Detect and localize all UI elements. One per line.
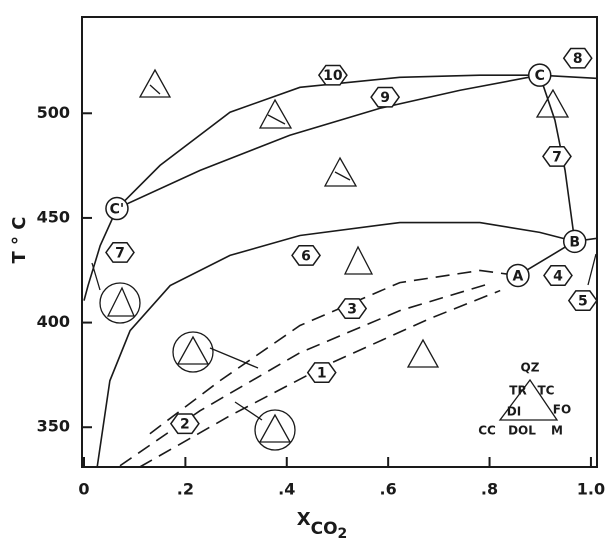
x-tick-label: 0: [78, 480, 89, 499]
x-axis-label: XCO2: [297, 509, 348, 542]
region-label: 7: [115, 245, 125, 261]
point-label: A: [513, 268, 524, 284]
x-label-subsub: 2: [338, 526, 348, 542]
phase-boundary: [117, 75, 540, 208]
x-label-sub: CO: [311, 519, 338, 539]
inset-label: M: [551, 424, 563, 438]
y-axis-label: T ° C: [9, 216, 30, 263]
inset-label: DI: [507, 405, 521, 419]
point-label: C: [535, 68, 545, 84]
inset-label: FO: [553, 403, 571, 417]
point-label: C': [110, 202, 125, 218]
region-label: 7: [552, 149, 562, 165]
x-tick-label: .2: [177, 480, 194, 499]
x-tick-label: .4: [278, 480, 295, 499]
inset-label: TC: [538, 384, 555, 398]
dashed-boundary: [150, 270, 518, 433]
phase-boundary: [117, 75, 596, 208]
inset-label: DOL: [508, 424, 536, 438]
inset-label: QZ: [521, 361, 540, 375]
x-label-main: X: [297, 509, 311, 530]
x-tick-label: .8: [481, 480, 498, 499]
x-tick-label: .6: [380, 480, 397, 499]
region-label: 2: [180, 417, 190, 433]
y-tick-label: 350: [37, 417, 70, 436]
point-label: B: [569, 234, 580, 250]
region-label: 5: [578, 294, 588, 310]
region-label: 10: [323, 68, 343, 84]
region-label: 1: [317, 366, 327, 382]
y-tick-label: 450: [37, 207, 70, 226]
region-label: 9: [380, 90, 390, 106]
region-label: 8: [573, 51, 583, 67]
inset-label: CC: [478, 424, 496, 438]
y-tick-label: 400: [37, 312, 70, 331]
phase-boundary: [97, 223, 575, 467]
x-tick-label: 1.0: [577, 480, 605, 499]
inset-label: TR: [509, 384, 526, 398]
y-tick-label: 500: [37, 103, 70, 122]
region-label: 3: [347, 302, 357, 318]
region-label: 6: [301, 248, 311, 264]
region-label: 4: [553, 268, 563, 284]
dashed-boundary: [120, 283, 490, 465]
chart: T ° C XCO2 3504004505000.2.4.6.81.010987…: [0, 0, 608, 545]
